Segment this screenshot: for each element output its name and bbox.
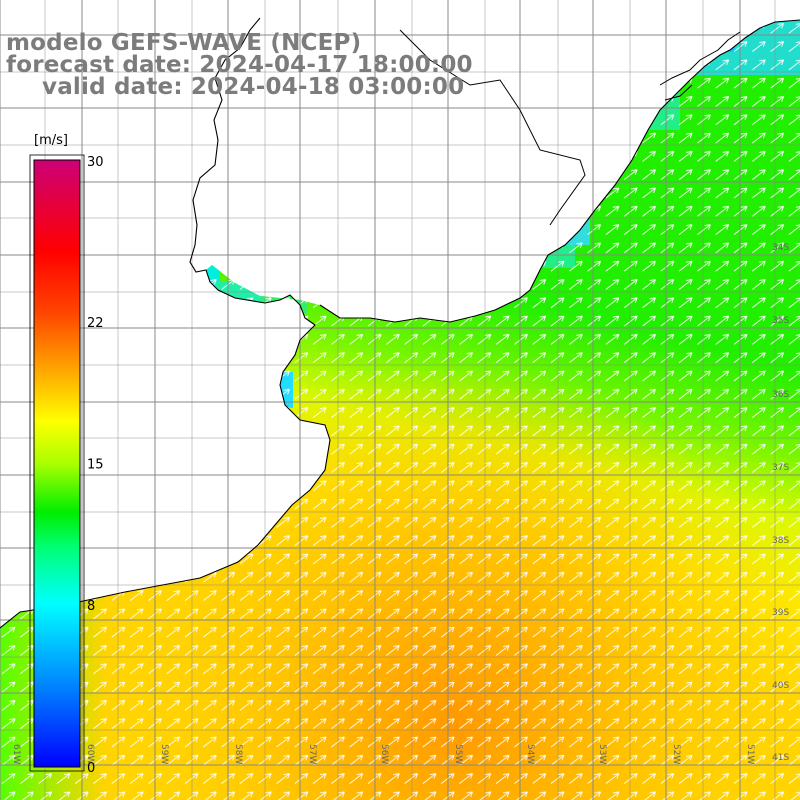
longitude-label: 58W — [233, 744, 243, 764]
longitude-label: 52W — [671, 744, 681, 764]
latitude-label: 39S — [772, 608, 789, 618]
longitude-label: 57W — [307, 744, 317, 764]
latitude-label: 36S — [772, 390, 789, 400]
coastline-east — [319, 19, 800, 323]
latitude-labels: 34S 35S 36S 37S 38S 39S 40S 41S — [772, 243, 789, 763]
title-forecast-date: forecast date: 2024-04-17 18:00:00 — [6, 52, 473, 78]
colorbar-ticks: 30 22 15 8 0 — [87, 155, 104, 776]
lagoon-coast — [659, 31, 741, 101]
longitude-labels: 61W 60W 59W 58W 57W 56W 55W 54W 53W 52W 51W — [11, 744, 755, 764]
longitude-label: 56W — [379, 744, 389, 764]
latitude-label: 41S — [772, 753, 789, 763]
colorbar-frame — [29, 154, 85, 772]
colorbar-unit: [m/s] — [34, 133, 68, 148]
longitude-label: 55W — [453, 744, 463, 764]
border-line — [399, 29, 586, 226]
colorbar-tick-label: 0 — [87, 761, 95, 776]
colorbar-tick-label: 15 — [87, 458, 104, 473]
longitude-label: 53W — [597, 744, 607, 764]
title-valid-date: valid date: 2024-04-18 03:00:00 — [42, 74, 465, 100]
latitude-label: 35S — [772, 316, 789, 326]
longitude-label: 54W — [525, 744, 535, 764]
longitude-label: 61W — [11, 744, 21, 764]
colorbar-tick-label: 30 — [87, 155, 104, 170]
colorbar-bar — [33, 159, 81, 768]
latitude-label: 37S — [772, 463, 789, 473]
title-model: modelo GEFS-WAVE (NCEP) — [6, 30, 362, 56]
longitude-label: 59W — [159, 744, 169, 764]
colorbar-tick-label: 8 — [87, 599, 95, 614]
colorbar-tick-label: 22 — [87, 316, 104, 331]
latitude-label: 34S — [772, 243, 789, 253]
latitude-label: 38S — [772, 536, 789, 546]
latitude-label: 40S — [772, 681, 789, 691]
longitude-label: 51W — [745, 744, 755, 764]
longitude-label: 60W — [85, 744, 95, 764]
coastline — [0, 17, 331, 629]
